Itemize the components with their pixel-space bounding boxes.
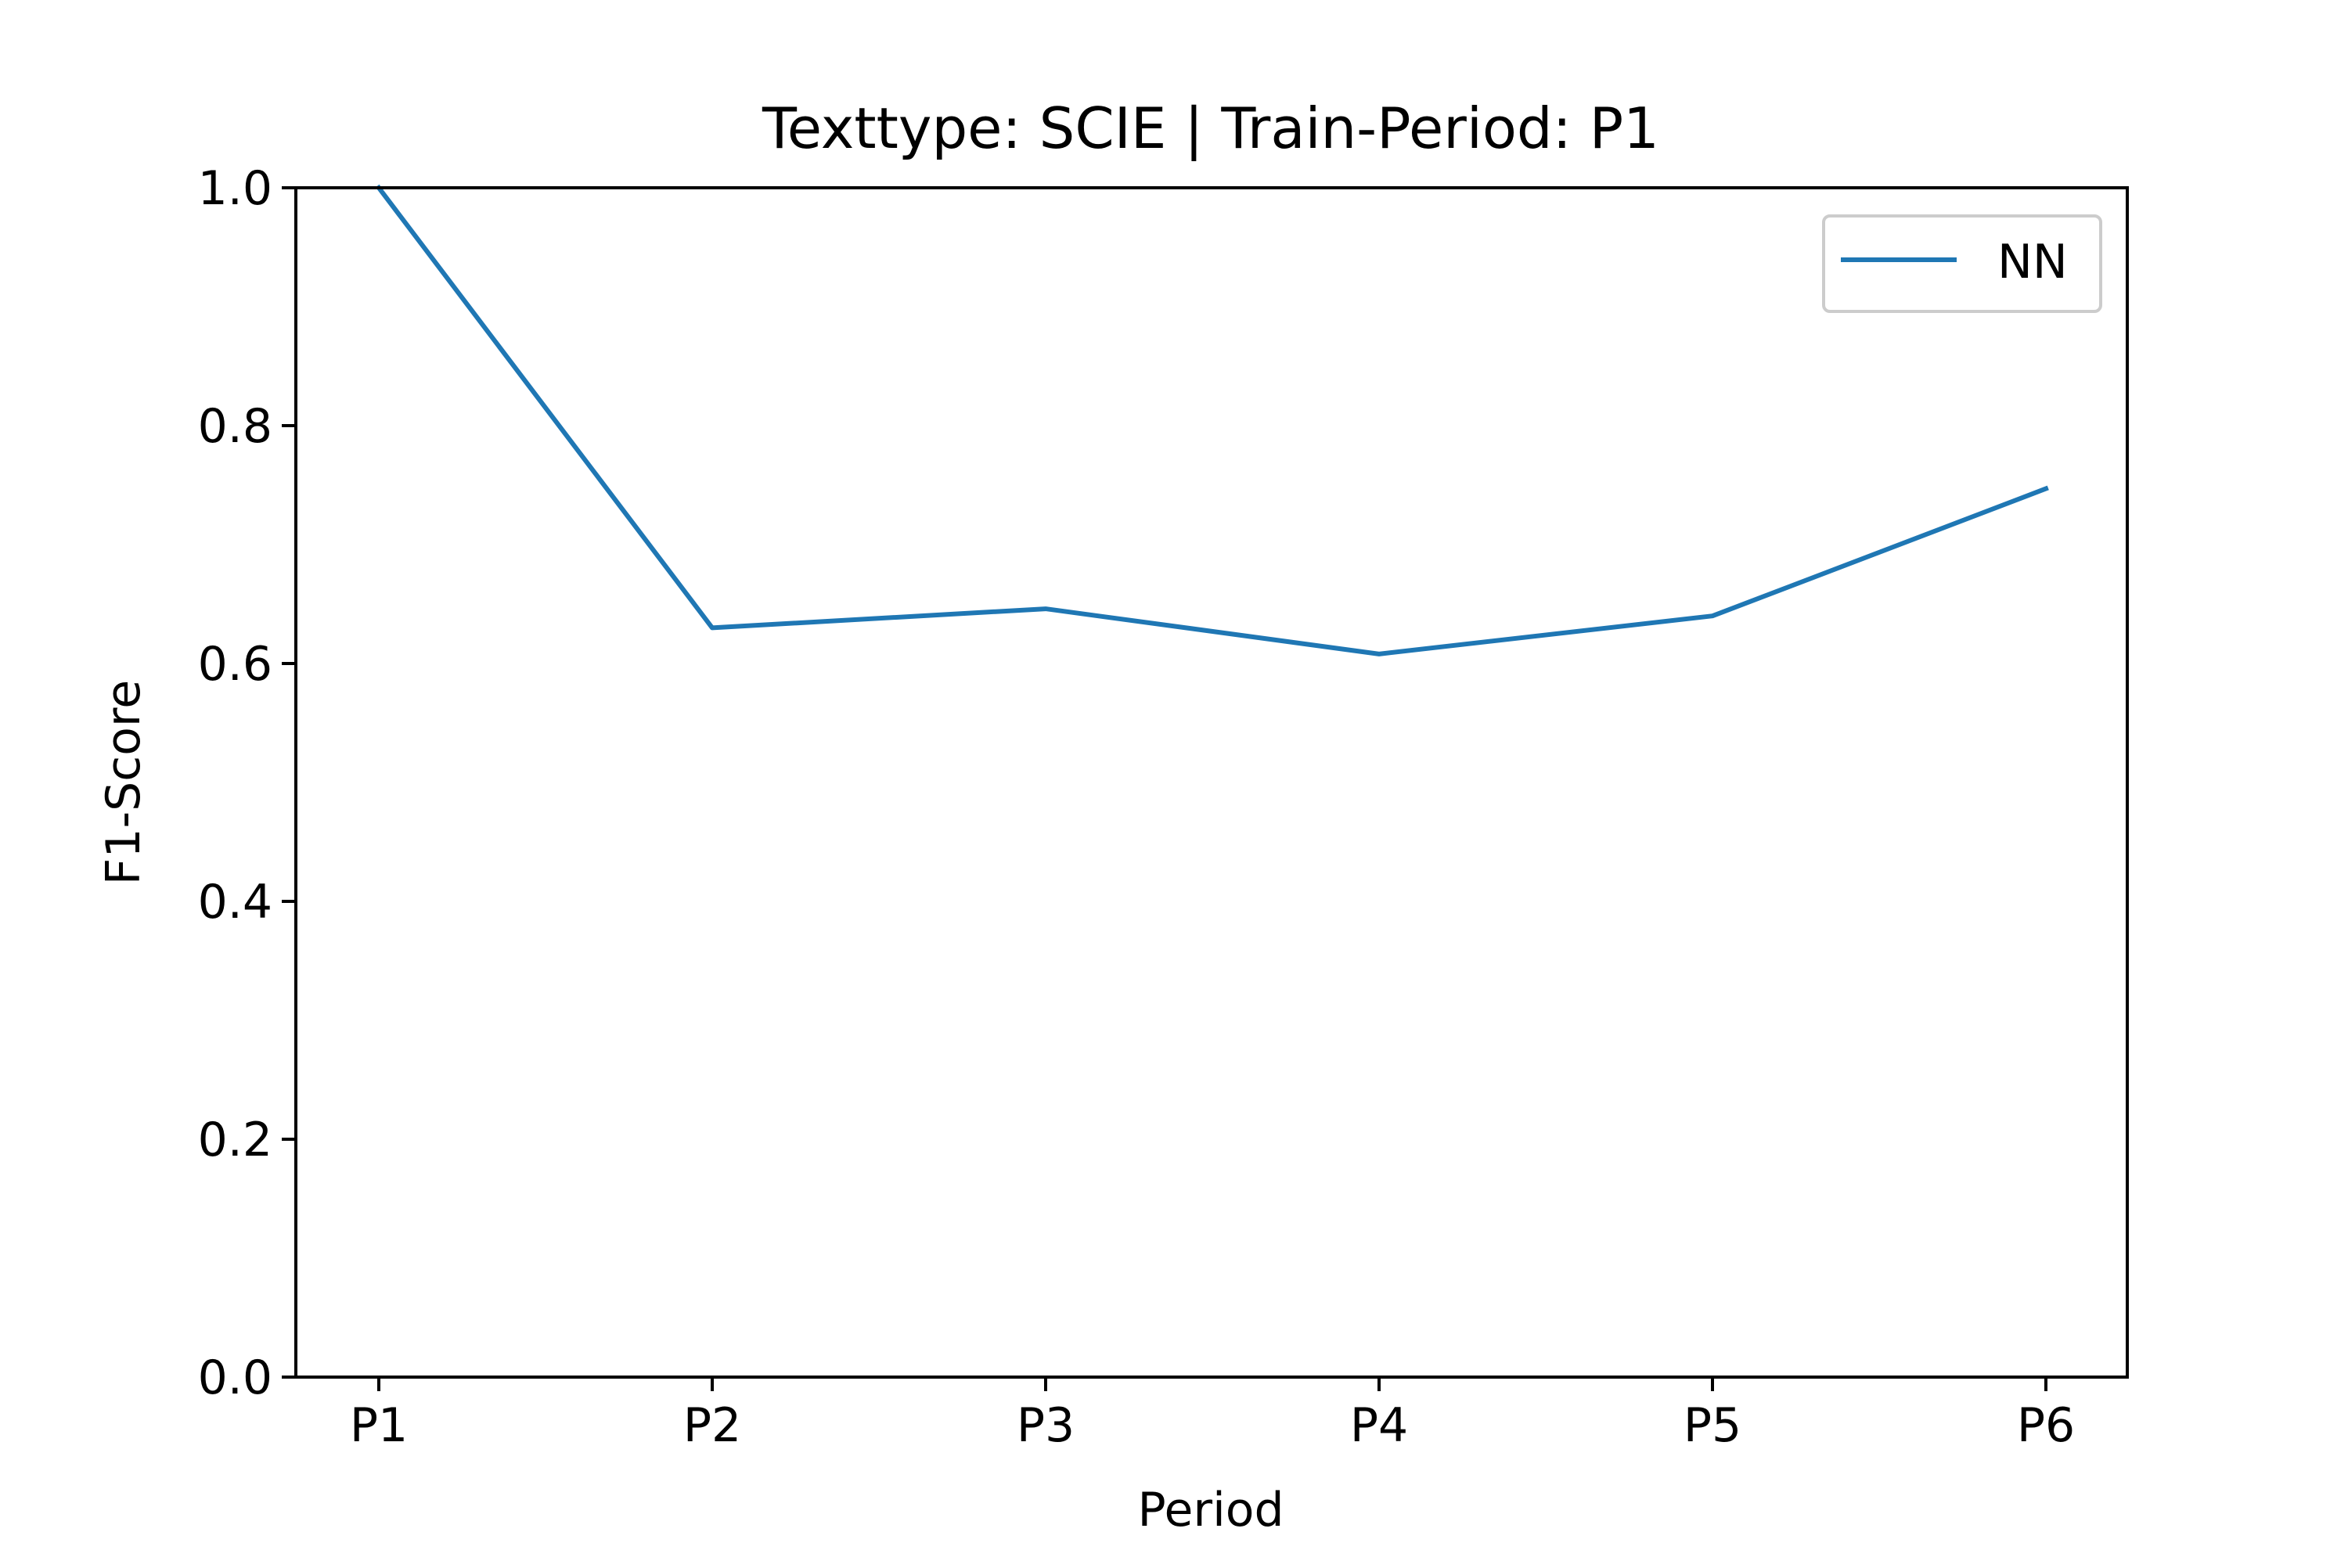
x-tick-label: P1 [350,1398,408,1453]
y-tick-label: 0.4 [198,875,272,930]
y-tick-label: 0.6 [198,637,272,692]
legend: NN [1822,214,2102,313]
x-axis-label: Period [1137,1483,1284,1537]
axis-ticks: P1 P2 P3 P4 P5 P6 0.0 0.2 0.4 0.6 0.8 1.0 [198,161,2076,1453]
y-tick-label: 1.0 [198,161,272,216]
x-tick-label: P3 [1017,1398,1075,1453]
y-tick-label: 0.8 [198,399,272,454]
x-tick-label: P6 [2017,1398,2075,1453]
x-tick-label: P4 [1350,1398,1408,1453]
y-axis-label: F1-Score [96,680,151,885]
x-tick-label: P5 [1684,1398,1741,1453]
series-lines [375,184,2049,656]
y-tick-label: 0.0 [198,1350,272,1405]
legend-label-nn: NN [1997,235,2068,290]
y-tick-label: 0.2 [198,1113,272,1167]
plot-frame [294,186,2129,1379]
series-line-nn [375,184,2049,656]
legend-box [1822,214,2102,313]
chart-title: Texttype: SCIE | Train-Period: P1 [762,95,1659,162]
x-tick-label: P2 [683,1398,741,1453]
